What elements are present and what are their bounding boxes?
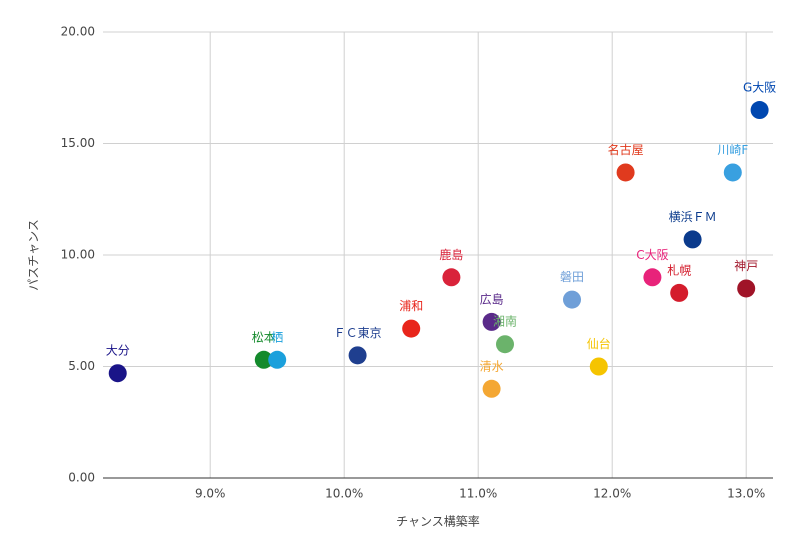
point-label: 川崎F xyxy=(717,143,748,157)
point xyxy=(482,379,501,398)
point xyxy=(402,319,421,338)
point-label: 名古屋 xyxy=(608,142,644,157)
point-label: 清水 xyxy=(480,359,504,373)
point xyxy=(683,230,702,249)
x-axis-label: チャンス構築率 xyxy=(396,514,480,529)
point xyxy=(482,312,501,331)
x-tick-label: 10.0% xyxy=(325,487,363,501)
point-label: 湘南 xyxy=(493,314,517,329)
point-label: 浦和 xyxy=(399,299,423,313)
point-label: 横浜ＦＭ xyxy=(669,210,717,224)
y-tick-label: 10.00 xyxy=(61,248,95,262)
point xyxy=(442,268,461,287)
point xyxy=(348,346,367,365)
point xyxy=(670,283,689,302)
point xyxy=(589,357,608,376)
y-tick-label: 0.00 xyxy=(68,471,95,485)
point-label: C大阪 xyxy=(636,248,668,262)
point-label: 大分 xyxy=(106,344,130,358)
point-label: 鹿島 xyxy=(439,247,463,262)
point xyxy=(254,350,273,369)
point xyxy=(563,290,581,309)
x-tick-label: 13.0% xyxy=(727,487,765,501)
point-label: 磐田 xyxy=(560,270,584,284)
point-label: 札幌 xyxy=(667,262,691,277)
x-tick-label: 9.0% xyxy=(195,487,226,501)
point-label: 栖 xyxy=(271,329,283,344)
point xyxy=(496,335,514,354)
y-tick-label: 15.00 xyxy=(61,136,95,150)
point-label: ＦＣ東京 xyxy=(334,326,382,340)
point-label: 広島 xyxy=(480,291,504,306)
point xyxy=(643,268,662,287)
point xyxy=(268,350,287,369)
point-label: G大阪 xyxy=(743,81,776,95)
x-tick-label: 11.0% xyxy=(459,487,497,501)
y-tick-label: 20.00 xyxy=(61,25,95,39)
point-label: 松本 xyxy=(252,330,276,344)
point-label: 仙台 xyxy=(587,336,611,351)
y-tick-label: 5.00 xyxy=(68,359,95,373)
y-axis-label: パスチャンス xyxy=(27,219,41,291)
point xyxy=(616,163,635,182)
point xyxy=(750,101,769,120)
point-label: 神戸 xyxy=(734,259,758,273)
point xyxy=(108,364,127,383)
x-tick-label: 12.0% xyxy=(593,487,631,501)
point xyxy=(723,163,742,182)
point xyxy=(737,279,756,298)
